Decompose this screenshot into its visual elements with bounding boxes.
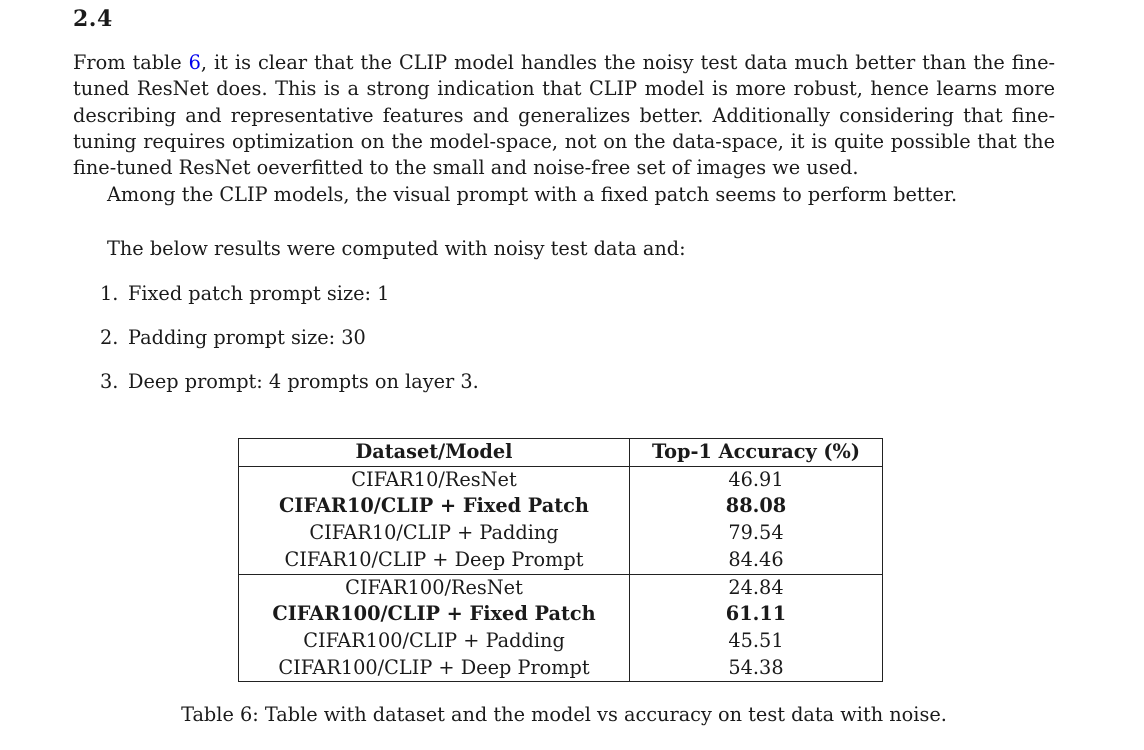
paragraph-text-lead: From table (73, 51, 189, 74)
paragraph-text-body: , it is clear that the CLIP model handle… (73, 51, 1055, 180)
cell-model: CIFAR10/ResNet (238, 466, 630, 494)
table-row: CIFAR10/CLIP + Padding 79.54 (238, 520, 883, 547)
table-row: CIFAR100/ResNet 24.84 (238, 573, 883, 602)
enum-number: 2. (100, 326, 119, 349)
cell-accuracy: 84.46 (728, 547, 784, 571)
cell-accuracy: 79.54 (728, 521, 784, 545)
results-table: Dataset/Model Top-1 Accuracy (%) CIFAR10… (238, 438, 883, 683)
enum-text: Deep prompt: 4 prompts on layer 3. (128, 370, 479, 393)
cell-accuracy: 88.08 (725, 494, 787, 518)
cell-model: CIFAR100/CLIP + Padding (238, 627, 630, 655)
cell-accuracy: 24.84 (629, 573, 883, 602)
enum-text: Padding prompt size: 30 (128, 326, 366, 349)
table-row: CIFAR100/CLIP + Padding 45.51 (238, 627, 883, 655)
header-accuracy: Top-1 Accuracy (%) (629, 438, 883, 467)
header-dataset-model: Dataset/Model (238, 438, 630, 467)
table-reference-link[interactable]: 6 (188, 51, 201, 74)
enum-number: 3. (100, 370, 119, 393)
cell-accuracy: 46.91 (728, 467, 784, 491)
cell-model: CIFAR10/CLIP + Padding (238, 520, 630, 547)
enum-text: Fixed patch prompt size: 1 (128, 282, 390, 305)
cell-accuracy: 45.51 (728, 628, 784, 652)
cell-accuracy: 54.38 (728, 655, 784, 679)
table-caption: Table 6: Table with dataset and the mode… (181, 703, 947, 726)
paragraph-clip-comparison: Among the CLIP models, the visual prompt… (107, 183, 958, 206)
cell-model: CIFAR100/ResNet (238, 573, 630, 602)
paragraph-findings: From table 6, it is clear that the CLIP … (73, 50, 1055, 181)
table-row: CIFAR10/CLIP + Deep Prompt 84.46 (238, 546, 883, 575)
table-row: CIFAR10/ResNet 46.91 (238, 466, 883, 494)
cell-model: CIFAR10/CLIP + Deep Prompt (238, 546, 630, 575)
table-row: CIFAR100/CLIP + Deep Prompt 54.38 (238, 654, 883, 682)
paragraph-setup-intro: The below results were computed with noi… (107, 237, 686, 260)
cell-model: CIFAR100/CLIP + Deep Prompt (238, 654, 630, 682)
table-header-row: Dataset/Model Top-1 Accuracy (%) (238, 438, 883, 467)
cell-model: CIFAR100/CLIP + Fixed Patch (238, 601, 630, 628)
enum-number: 1. (100, 282, 119, 305)
table-row: CIFAR10/CLIP + Fixed Patch 88.08 (238, 493, 883, 521)
section-heading: 2.4 (73, 6, 113, 32)
table-row: CIFAR100/CLIP + Fixed Patch 61.11 (238, 601, 883, 628)
cell-model: CIFAR10/CLIP + Fixed Patch (238, 493, 630, 521)
cell-accuracy: 61.11 (725, 602, 787, 626)
